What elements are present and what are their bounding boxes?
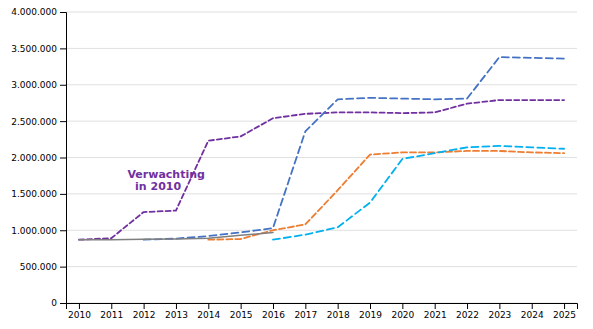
tick-mark bbox=[111, 303, 112, 309]
tick: 2.500.000 bbox=[11, 117, 66, 127]
tick-label: 2015 bbox=[230, 310, 253, 320]
tick: 2013 bbox=[165, 303, 188, 320]
tick: 2012 bbox=[133, 303, 156, 320]
series-line bbox=[208, 151, 564, 240]
tick: 3.500.000 bbox=[11, 44, 66, 54]
tick-mark bbox=[273, 303, 274, 309]
tick: 1.500.000 bbox=[11, 189, 66, 199]
tick-label: 4.000.000 bbox=[11, 7, 57, 17]
tick-label: 2012 bbox=[133, 310, 156, 320]
tick: 3.000.000 bbox=[11, 80, 66, 90]
tick-label: 3.000.000 bbox=[11, 80, 57, 90]
tick: 4.000.000 bbox=[11, 7, 66, 17]
tick-mark bbox=[176, 303, 177, 309]
tick-label: 2018 bbox=[327, 310, 350, 320]
tick: 2011 bbox=[100, 303, 123, 320]
grid-line bbox=[66, 84, 577, 85]
tick-mark bbox=[60, 48, 66, 49]
tick: 2023 bbox=[488, 303, 511, 320]
tick-label: 2020 bbox=[391, 310, 414, 320]
tick-label: 2016 bbox=[262, 310, 285, 320]
grid bbox=[66, 12, 577, 303]
tick-mark bbox=[60, 194, 66, 195]
tick: 0 bbox=[51, 298, 66, 308]
tick-mark bbox=[338, 303, 339, 309]
tick-mark bbox=[564, 303, 565, 309]
tick-mark bbox=[499, 303, 500, 309]
tick: 2016 bbox=[262, 303, 285, 320]
tick-mark bbox=[144, 303, 145, 309]
grid-line bbox=[66, 193, 577, 194]
y-axis: 0 500.000 1.000.000 1.500.000 2.000.000 2.500… bbox=[11, 7, 66, 308]
tick: 2018 bbox=[327, 303, 350, 320]
tick-label: 2010 bbox=[68, 310, 91, 320]
axis-line bbox=[67, 304, 578, 310]
tick: 2022 bbox=[456, 303, 479, 320]
grid-line bbox=[66, 266, 577, 267]
tick-mark bbox=[241, 303, 242, 309]
tick-label: 2021 bbox=[424, 310, 447, 320]
chart-container: 2010 2011 2012 2013 2014 2015 2016 2017 2018 2019… bbox=[0, 0, 593, 329]
annotation-line: in 2010 bbox=[127, 180, 181, 193]
tick-label: 2013 bbox=[165, 310, 188, 320]
grid-line bbox=[66, 157, 577, 158]
axis-line bbox=[60, 13, 67, 304]
grid-line bbox=[66, 12, 577, 13]
tick: 2017 bbox=[294, 303, 317, 320]
tick-mark bbox=[305, 303, 306, 309]
tick-label: 2.000.000 bbox=[11, 153, 57, 163]
tick: 500.000 bbox=[20, 262, 66, 272]
series-line bbox=[144, 57, 564, 240]
series-line bbox=[273, 146, 564, 240]
tick-mark bbox=[60, 267, 66, 268]
tick-label: 2024 bbox=[521, 310, 544, 320]
tick-mark bbox=[370, 303, 371, 309]
tick-mark bbox=[60, 158, 66, 159]
tick-label: 2022 bbox=[456, 310, 479, 320]
tick-label: 3.500.000 bbox=[11, 44, 57, 54]
x-axis: 2010 2011 2012 2013 2014 2015 2016 2017 2018 2019… bbox=[67, 303, 578, 320]
tick-mark bbox=[402, 303, 403, 309]
tick-label: 2019 bbox=[359, 310, 382, 320]
tick-label: 2017 bbox=[294, 310, 317, 320]
tick-label: 2.500.000 bbox=[11, 117, 57, 127]
tick-label: 2014 bbox=[197, 310, 220, 320]
tick-label: 1.000.000 bbox=[11, 226, 57, 236]
tick: 2024 bbox=[521, 303, 544, 320]
tick-mark bbox=[60, 230, 66, 231]
annotations: Verwachting in 2010 bbox=[127, 168, 204, 193]
lines bbox=[79, 57, 564, 240]
tick-label: 2023 bbox=[488, 310, 511, 320]
tick: 2.000.000 bbox=[11, 153, 66, 163]
tick: 2010 bbox=[68, 303, 91, 320]
tick-mark bbox=[435, 303, 436, 309]
tick-mark bbox=[60, 85, 66, 86]
tick: 2021 bbox=[424, 303, 447, 320]
tick-label: 1.500.000 bbox=[11, 189, 57, 199]
grid-line bbox=[66, 48, 577, 49]
tick-mark bbox=[467, 303, 468, 309]
annotation: Verwachting in 2010 bbox=[127, 168, 204, 193]
tick: 2015 bbox=[230, 303, 253, 320]
tick-mark bbox=[60, 121, 66, 122]
tick-label: 2025 bbox=[553, 310, 576, 320]
series-line bbox=[79, 232, 273, 239]
plot: 2010 2011 2012 2013 2014 2015 2016 2017 2018 2019… bbox=[11, 7, 577, 320]
chart: 2010 2011 2012 2013 2014 2015 2016 2017 2018 2019… bbox=[0, 0, 593, 329]
tick: 2019 bbox=[359, 303, 382, 320]
tick-mark bbox=[79, 303, 80, 309]
tick-mark bbox=[60, 303, 66, 304]
tick: 2014 bbox=[197, 303, 220, 320]
series-line bbox=[79, 100, 564, 240]
tick-mark bbox=[208, 303, 209, 309]
tick: 2020 bbox=[391, 303, 414, 320]
tick-mark bbox=[60, 12, 66, 13]
tick-mark bbox=[532, 303, 533, 309]
tick: 1.000.000 bbox=[11, 226, 66, 236]
tick-label: 2011 bbox=[100, 310, 123, 320]
grid-line bbox=[66, 121, 577, 122]
tick: 2025 bbox=[553, 303, 576, 320]
tick-label: 500.000 bbox=[20, 262, 57, 272]
tick-label: 0 bbox=[51, 298, 57, 308]
